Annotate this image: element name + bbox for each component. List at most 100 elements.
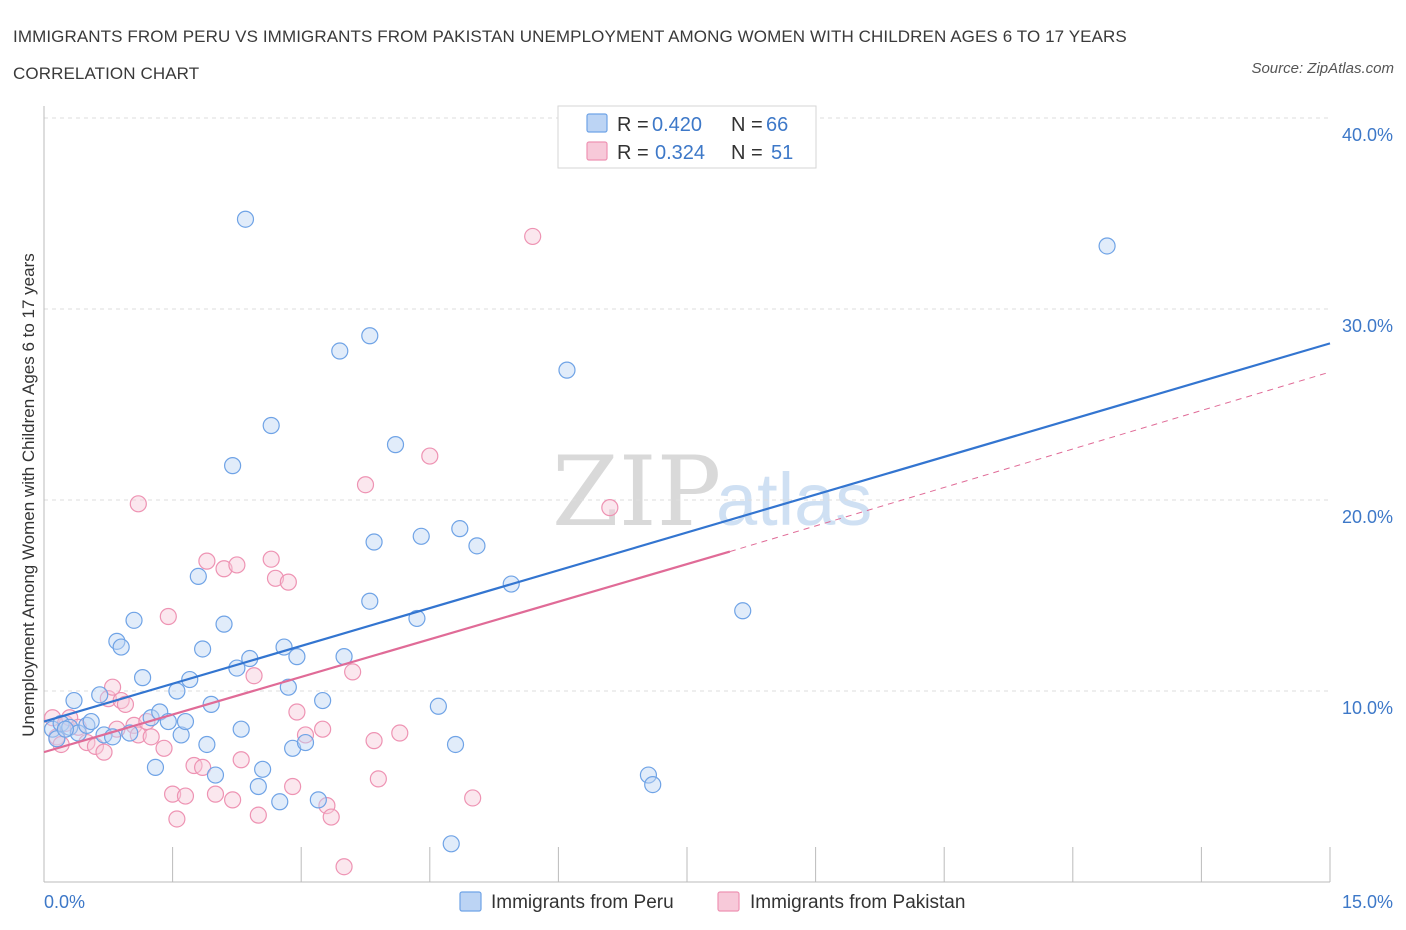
trend-lines bbox=[43, 342, 1331, 754]
pakistan-point bbox=[356, 476, 375, 494]
pakistan-point bbox=[155, 739, 173, 757]
peru-point bbox=[189, 567, 207, 586]
peru-r-value: 0.420 bbox=[652, 114, 702, 136]
peru-point bbox=[365, 533, 383, 551]
pakistan-point bbox=[232, 751, 250, 769]
peru-point bbox=[331, 342, 349, 360]
peru-legend-swatch bbox=[586, 113, 608, 133]
peru-r-label: R = bbox=[617, 114, 649, 136]
peru-point bbox=[429, 697, 447, 715]
peru-point bbox=[271, 793, 289, 811]
peru-point bbox=[82, 712, 100, 731]
peru-point bbox=[288, 648, 306, 666]
pakistan-point bbox=[194, 758, 212, 777]
peru-point bbox=[451, 520, 469, 538]
pakistan-series-swatch bbox=[717, 891, 740, 912]
pakistan-point bbox=[95, 743, 113, 761]
peru-point bbox=[91, 686, 109, 704]
peru-point bbox=[194, 640, 212, 658]
peru-point bbox=[644, 775, 662, 794]
peru-point bbox=[361, 327, 379, 345]
pakistan-points bbox=[43, 227, 619, 876]
peru-point bbox=[279, 678, 297, 696]
pakistan-point bbox=[464, 789, 482, 807]
peru-point bbox=[112, 638, 130, 656]
pakistan-r-label: R = bbox=[617, 142, 649, 164]
pakistan-point bbox=[284, 777, 302, 796]
chart-title: IMMIGRANTS FROM PERU VS IMMIGRANTS FROM … bbox=[13, 27, 1127, 83]
y-tick-label: 30.0% bbox=[1342, 316, 1393, 336]
series-legend: Immigrants from Peru Immigrants from Pak… bbox=[459, 891, 965, 913]
grid-lines bbox=[44, 117, 1330, 692]
pakistan-point bbox=[129, 495, 147, 513]
pakistan-point bbox=[103, 678, 122, 696]
peru-point bbox=[412, 527, 430, 545]
peru-series-swatch bbox=[459, 891, 482, 912]
pakistan-point bbox=[198, 552, 216, 570]
pakistan-point bbox=[322, 808, 340, 826]
peru-point bbox=[176, 712, 195, 731]
pakistan-point bbox=[262, 550, 280, 568]
peru-point bbox=[296, 733, 315, 752]
peru-point bbox=[446, 735, 465, 754]
peru-point bbox=[125, 611, 143, 629]
peru-point bbox=[262, 416, 280, 435]
pakistan-point bbox=[601, 499, 619, 517]
pakistan-trend-extension bbox=[729, 371, 1331, 553]
x-tick-max: 15.0% bbox=[1342, 892, 1393, 912]
peru-n-label: N = bbox=[731, 114, 763, 136]
peru-point bbox=[442, 835, 460, 853]
watermark-atlas: atlas bbox=[716, 458, 872, 541]
peru-point bbox=[734, 602, 752, 620]
pakistan-point bbox=[228, 556, 246, 574]
peru-point bbox=[224, 457, 242, 475]
watermark-zip: ZIP bbox=[552, 436, 721, 548]
y-tick-label: 40.0% bbox=[1342, 125, 1393, 145]
pakistan-r-value: 0.324 bbox=[655, 142, 705, 164]
pakistan-point bbox=[288, 703, 306, 721]
peru-point bbox=[146, 758, 165, 777]
peru-point bbox=[168, 682, 186, 700]
pakistan-n-value: 51 bbox=[771, 142, 793, 164]
pakistan-point bbox=[159, 607, 177, 626]
peru-point bbox=[172, 726, 190, 744]
peru-point bbox=[198, 735, 216, 754]
y-tick-labels: 10.0% 20.0% 30.0% 40.0% bbox=[1342, 125, 1393, 718]
peru-series-label: Immigrants from Peru bbox=[491, 892, 674, 913]
peru-point bbox=[639, 766, 658, 784]
peru-point bbox=[314, 691, 332, 710]
pakistan-point bbox=[215, 560, 233, 578]
peru-point bbox=[56, 720, 75, 738]
peru-point bbox=[65, 691, 83, 710]
pakistan-point bbox=[365, 732, 383, 750]
y-tick-label: 20.0% bbox=[1342, 507, 1393, 527]
pakistan-point bbox=[116, 695, 135, 713]
pakistan-point bbox=[176, 787, 195, 805]
pakistan-point bbox=[245, 667, 263, 685]
y-tick-label: 10.0% bbox=[1342, 698, 1393, 718]
pakistan-point bbox=[279, 573, 297, 591]
pakistan-point bbox=[266, 569, 285, 587]
pakistan-point bbox=[168, 810, 186, 828]
peru-point bbox=[236, 210, 255, 228]
pakistan-n-label: N = bbox=[731, 142, 763, 164]
pakistan-point bbox=[206, 785, 225, 803]
peru-point bbox=[361, 592, 379, 610]
peru-point bbox=[386, 436, 405, 454]
pakistan-point bbox=[369, 770, 387, 788]
source-label: Source: ZipAtlas.com bbox=[1251, 60, 1394, 77]
peru-point bbox=[133, 669, 152, 687]
pakistan-point bbox=[224, 791, 242, 809]
x-tick-min: 0.0% bbox=[44, 892, 85, 912]
peru-point bbox=[43, 720, 62, 738]
peru-point bbox=[206, 766, 225, 784]
stats-legend: R = 0.420 N = 66 R = 0.324 N = 51 bbox=[557, 105, 817, 169]
peru-point bbox=[215, 615, 233, 633]
peru-point bbox=[232, 720, 250, 738]
y-axis-label: Unemployment Among Women with Children A… bbox=[19, 253, 38, 737]
pakistan-legend-swatch bbox=[586, 141, 608, 161]
peru-point bbox=[468, 537, 486, 555]
pakistan-point bbox=[524, 227, 542, 246]
pakistan-point bbox=[335, 858, 353, 876]
